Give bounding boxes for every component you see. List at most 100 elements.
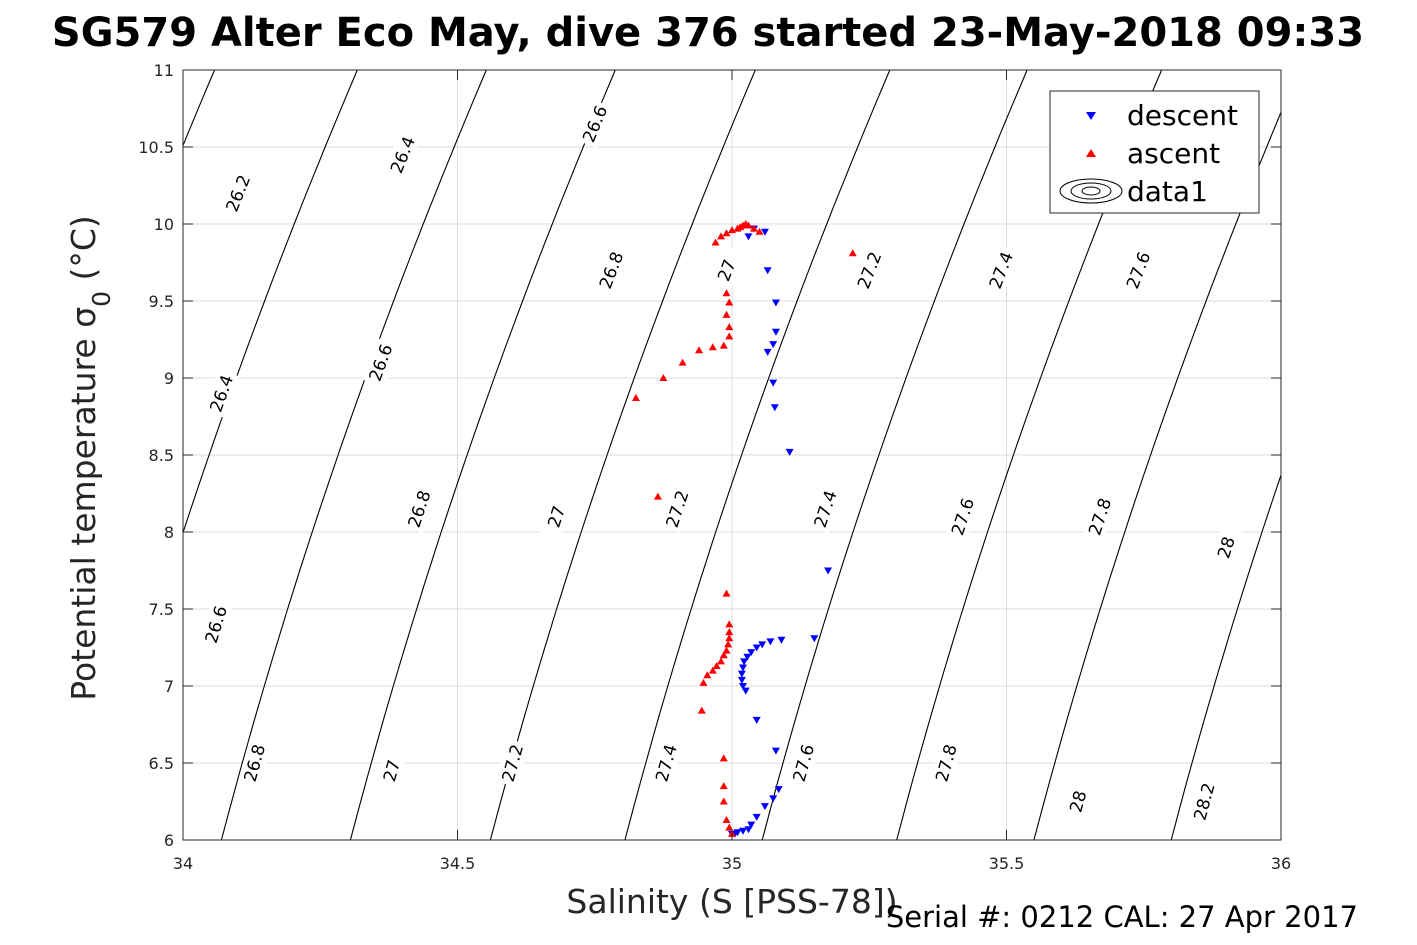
descent-point — [785, 448, 794, 456]
ascent-point — [725, 628, 734, 636]
ascent-point — [708, 666, 717, 674]
contour-label-bg — [375, 746, 409, 795]
ascent-point — [711, 238, 720, 246]
y-tick-label: 10.5 — [138, 138, 174, 157]
ascent-point — [725, 634, 734, 642]
contour-line — [1301, 39, 1417, 871]
descent-point — [769, 795, 778, 803]
contour-line — [349, 70, 616, 840]
descent-point — [752, 644, 761, 652]
descent-point — [740, 658, 749, 666]
y-tick-label: 6 — [164, 831, 174, 850]
ascent-point — [725, 332, 734, 340]
ascent-point — [678, 358, 687, 366]
contour-label-bg — [786, 738, 820, 788]
legend-ascent-marker — [1086, 149, 1096, 157]
ascent-point — [712, 661, 721, 669]
ascent-point — [724, 640, 733, 648]
contour-label-bg — [1061, 777, 1095, 826]
ascent-point — [631, 394, 640, 402]
y-tick-label: 9.5 — [149, 292, 174, 311]
contour-line — [761, 70, 1028, 840]
ascent-point — [722, 589, 731, 597]
ascent-point — [708, 343, 717, 351]
y-tick-label: 8 — [164, 523, 174, 542]
legend-ascent-label: ascent — [1127, 137, 1220, 170]
legend-box — [1049, 90, 1260, 214]
ascent-point — [728, 226, 736, 234]
contour-label-bg — [495, 738, 529, 788]
contour-label-bg — [538, 492, 574, 541]
descent-point — [747, 649, 756, 657]
x-tick-label: 35 — [722, 854, 742, 873]
x-tick-label: 36 — [1271, 854, 1291, 873]
y-tick-label: 11 — [154, 61, 174, 80]
descent-point — [774, 786, 783, 794]
descent-point — [738, 664, 747, 672]
descent-point — [771, 299, 780, 307]
contour-label-bg — [982, 245, 1020, 295]
contour-label-bg — [851, 245, 888, 295]
ascent-point — [722, 289, 731, 297]
ascent-point — [725, 298, 734, 306]
contour-line — [489, 70, 756, 840]
descent-point — [824, 567, 833, 575]
ascent-point — [725, 823, 734, 831]
legend-descent-label: descent — [1127, 99, 1238, 132]
y-axis-label-subscript: 0 — [87, 291, 116, 307]
contour-label-bg — [1082, 492, 1118, 541]
contour-label-bg — [649, 738, 683, 788]
x-tick-label: 34 — [173, 854, 193, 873]
ascent-point — [653, 492, 662, 500]
legend-contour-icon — [1059, 178, 1123, 204]
contour-label-bg — [203, 368, 240, 418]
contour-line — [183, 70, 358, 535]
ascent-point — [722, 646, 731, 654]
descent-point — [744, 233, 753, 241]
descent-point — [743, 653, 752, 661]
descent-point — [769, 379, 778, 387]
ascent-point — [722, 229, 731, 237]
contour-label-bg — [384, 130, 422, 180]
contour-line — [1170, 473, 1281, 840]
ascent-point — [722, 815, 731, 823]
legend-data1-label: data1 — [1127, 175, 1208, 208]
ascent-point — [699, 678, 708, 686]
contour-label-bg — [237, 738, 271, 788]
descent-point — [741, 687, 750, 695]
contour-label-bg — [807, 484, 843, 534]
y-axis-label: Potential temperature σ0 (°C) — [64, 215, 116, 701]
contour-line — [220, 70, 487, 840]
contour-line — [624, 70, 891, 840]
contour-label-bg — [945, 492, 980, 541]
y-tick-label: 7.5 — [149, 600, 174, 619]
descent-point — [769, 341, 778, 349]
descent-point — [810, 635, 819, 643]
ascent-point — [697, 706, 706, 714]
x-tick-label: 35.5 — [989, 854, 1025, 873]
descent-point — [747, 821, 756, 829]
descent-point — [760, 228, 769, 236]
contour-label-bg — [708, 245, 745, 295]
chart-title: SG579 Alter Eco May, dive 376 started 23… — [52, 10, 1364, 56]
descent-point — [763, 348, 772, 356]
contour-label-bg — [219, 168, 257, 218]
legend-descent-marker — [1086, 112, 1096, 120]
serial-cal-footer: Serial #: 0212 CAL: 27 Apr 2017 — [886, 900, 1358, 934]
descent-point — [758, 641, 767, 649]
ascent-point — [719, 754, 728, 762]
ascent-point — [719, 341, 728, 349]
descent-point — [771, 328, 780, 336]
y-tick-label: 8.5 — [149, 446, 174, 465]
ascent-point — [703, 671, 712, 679]
descent-point — [752, 716, 761, 724]
descent-point — [738, 683, 747, 690]
ascent-point — [695, 346, 704, 354]
ascent-point — [717, 232, 726, 240]
contour-label-bg — [659, 484, 695, 534]
ascent-point — [659, 374, 668, 381]
ascent-point — [719, 782, 728, 790]
x-axis-label: Salinity (S [PSS-78]) — [566, 882, 897, 921]
descent-point — [760, 803, 769, 811]
ascent-point — [719, 651, 728, 659]
